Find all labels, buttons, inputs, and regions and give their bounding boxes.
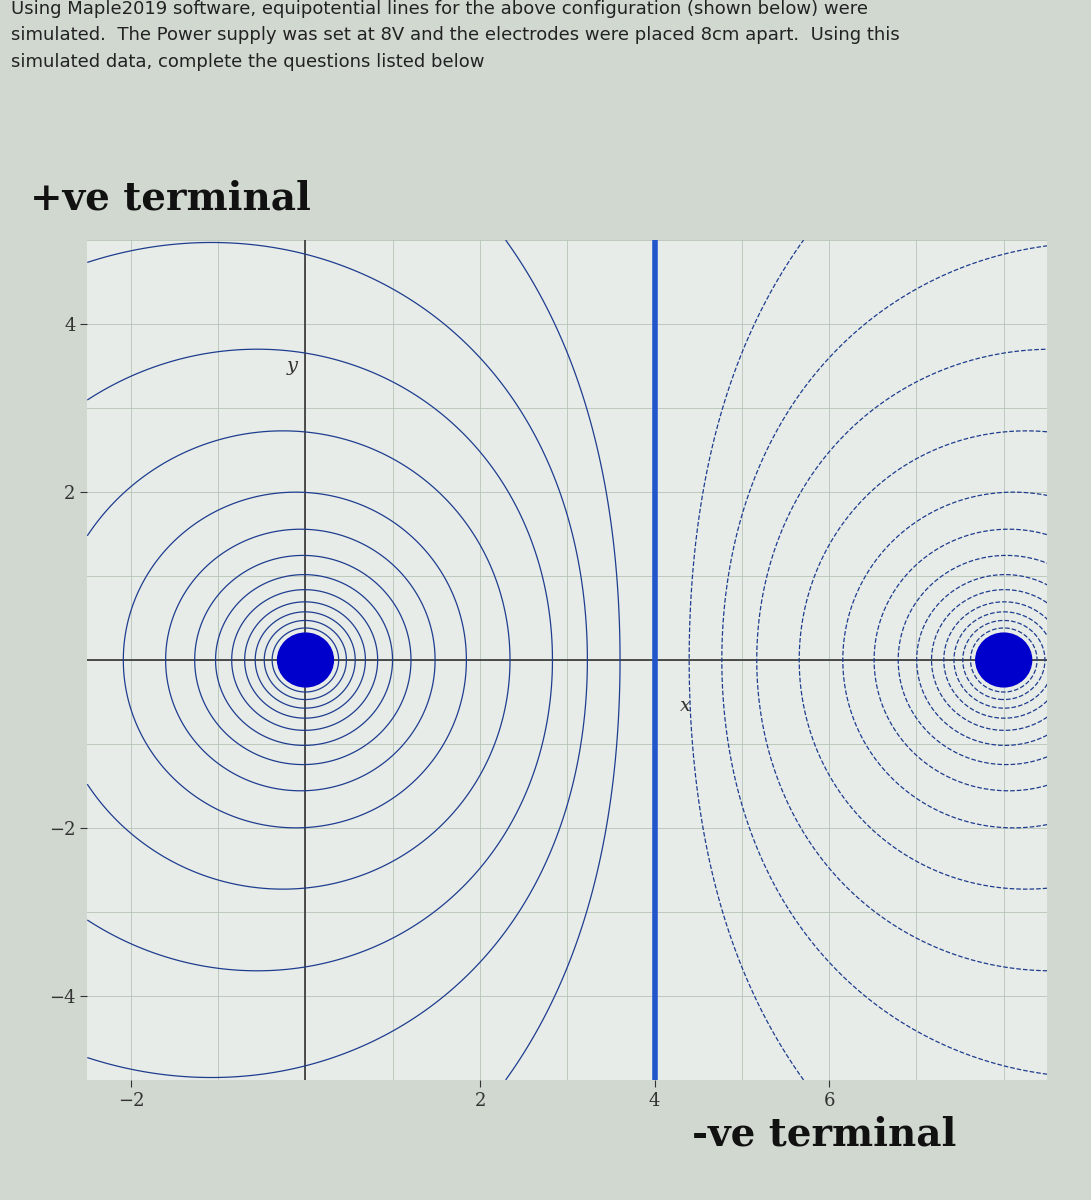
Text: -ve terminal: -ve terminal (692, 1115, 956, 1153)
Text: +ve terminal: +ve terminal (31, 179, 311, 217)
Circle shape (277, 634, 334, 686)
Text: x: x (680, 697, 691, 715)
Text: Using Maple2019 software, equipotential lines for the above configuration (shown: Using Maple2019 software, equipotential … (11, 0, 900, 71)
Circle shape (975, 634, 1032, 686)
Text: y: y (287, 358, 298, 374)
